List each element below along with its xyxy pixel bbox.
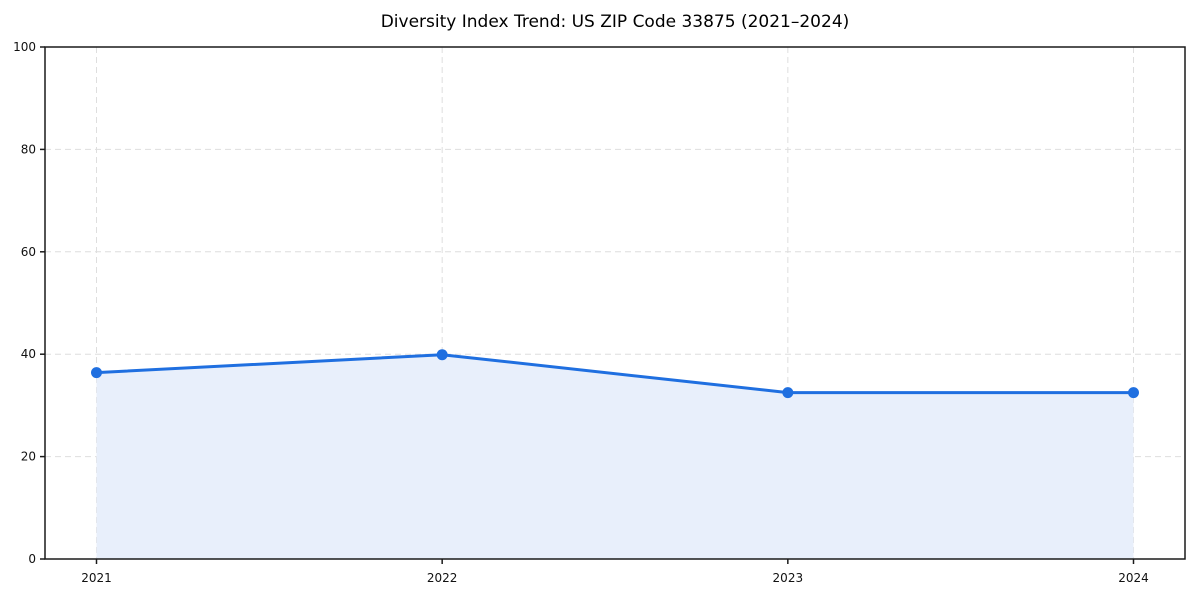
y-tick-label: 100 (13, 40, 36, 54)
x-tick-label: 2022 (427, 571, 458, 585)
data-point (436, 349, 448, 361)
x-tick-label: 2021 (81, 571, 112, 585)
y-tick-label: 0 (28, 552, 36, 566)
y-tick-label: 60 (21, 245, 36, 259)
data-point (782, 387, 794, 399)
chart-title: Diversity Index Trend: US ZIP Code 33875… (380, 12, 850, 32)
y-tick-label: 40 (21, 347, 36, 361)
data-point (91, 367, 102, 379)
trend-line (95, 353, 1135, 395)
area-fill (96, 354, 1134, 559)
x-tick-label: 2024 (1118, 571, 1149, 585)
x-tick-label: 2023 (773, 571, 804, 585)
y-tick-label: 20 (21, 450, 36, 464)
y-tick-label: 80 (21, 142, 36, 156)
plot-border (44, 46, 1186, 560)
data-point (1128, 387, 1139, 399)
